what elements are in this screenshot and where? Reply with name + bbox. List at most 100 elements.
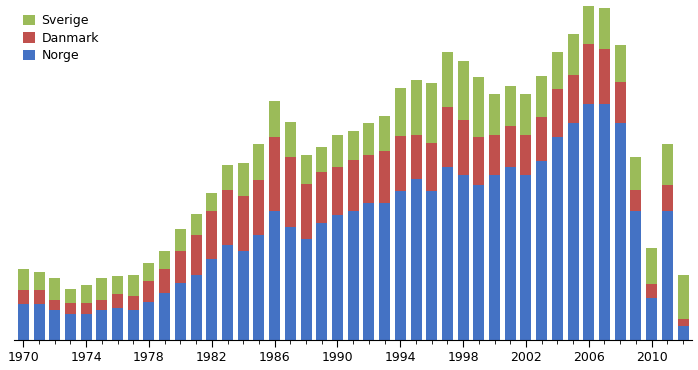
Bar — [379, 151, 390, 203]
Bar — [662, 185, 673, 211]
Bar — [238, 250, 248, 340]
Bar — [584, 104, 594, 340]
Bar — [207, 211, 217, 259]
Bar — [489, 94, 500, 135]
Bar — [238, 164, 248, 196]
Bar — [426, 191, 437, 340]
Bar — [521, 135, 531, 175]
Bar — [50, 278, 60, 300]
Bar — [222, 190, 233, 245]
Bar — [442, 107, 453, 167]
Bar — [332, 135, 343, 167]
Bar — [112, 308, 123, 340]
Bar — [65, 289, 76, 303]
Bar — [159, 293, 170, 340]
Bar — [505, 167, 516, 340]
Bar — [348, 211, 359, 340]
Bar — [395, 88, 406, 136]
Bar — [567, 75, 579, 123]
Bar — [253, 144, 265, 180]
Bar — [81, 314, 91, 340]
Bar — [662, 144, 673, 185]
Bar — [96, 310, 107, 340]
Bar — [285, 157, 296, 227]
Bar — [191, 275, 202, 340]
Bar — [395, 191, 406, 340]
Bar — [175, 283, 186, 340]
Bar — [332, 167, 343, 215]
Bar — [50, 300, 60, 310]
Bar — [379, 115, 390, 151]
Bar — [458, 175, 468, 340]
Bar — [364, 155, 374, 203]
Bar — [584, 44, 594, 104]
Bar — [96, 300, 107, 310]
Bar — [81, 303, 91, 314]
Bar — [489, 175, 500, 340]
Bar — [81, 285, 91, 303]
Bar — [144, 263, 154, 280]
Bar — [567, 123, 579, 340]
Bar — [426, 143, 437, 191]
Bar — [599, 48, 610, 104]
Bar — [458, 120, 468, 175]
Bar — [128, 296, 139, 310]
Bar — [18, 305, 29, 340]
Bar — [207, 193, 217, 211]
Bar — [552, 89, 563, 137]
Bar — [505, 126, 516, 167]
Bar — [34, 272, 45, 290]
Bar — [615, 45, 625, 82]
Bar — [348, 160, 359, 211]
Bar — [458, 61, 468, 120]
Bar — [285, 121, 296, 157]
Bar — [410, 135, 422, 179]
Bar — [175, 229, 186, 250]
Bar — [615, 82, 625, 123]
Bar — [253, 235, 265, 340]
Bar — [646, 248, 657, 284]
Bar — [348, 131, 359, 160]
Bar — [505, 86, 516, 126]
Bar — [395, 136, 406, 191]
Bar — [678, 319, 688, 326]
Bar — [630, 190, 641, 211]
Bar — [599, 104, 610, 340]
Bar — [678, 275, 688, 319]
Bar — [489, 135, 500, 175]
Bar — [269, 137, 280, 211]
Bar — [410, 80, 422, 135]
Bar — [536, 76, 547, 117]
Bar — [410, 179, 422, 340]
Bar — [442, 52, 453, 107]
Bar — [238, 196, 248, 250]
Bar — [191, 213, 202, 235]
Bar — [615, 123, 625, 340]
Bar — [316, 172, 327, 223]
Bar — [285, 227, 296, 340]
Bar — [678, 326, 688, 340]
Bar — [128, 275, 139, 296]
Legend: Sverige, Danmark, Norge: Sverige, Danmark, Norge — [20, 12, 101, 64]
Bar — [584, 0, 594, 44]
Bar — [630, 157, 641, 190]
Bar — [191, 235, 202, 275]
Bar — [442, 167, 453, 340]
Bar — [521, 175, 531, 340]
Bar — [18, 269, 29, 290]
Bar — [222, 245, 233, 340]
Bar — [552, 137, 563, 340]
Bar — [364, 203, 374, 340]
Bar — [646, 284, 657, 299]
Bar — [34, 305, 45, 340]
Bar — [473, 185, 484, 340]
Bar — [301, 184, 311, 239]
Bar — [332, 215, 343, 340]
Bar — [536, 117, 547, 161]
Bar — [552, 52, 563, 89]
Bar — [521, 94, 531, 135]
Bar — [159, 269, 170, 293]
Bar — [301, 239, 311, 340]
Bar — [599, 8, 610, 48]
Bar — [112, 294, 123, 308]
